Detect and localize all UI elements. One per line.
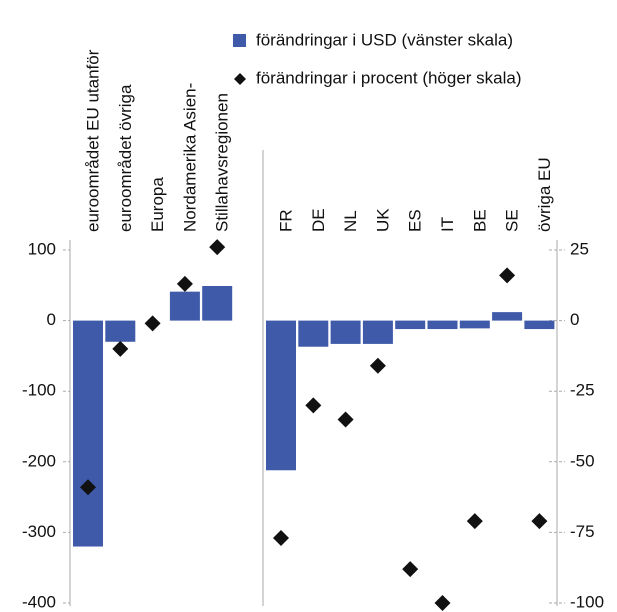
y-tick-label: 100 [28,239,56,258]
bar [105,320,136,342]
diamond-marker [305,397,322,414]
bar [202,286,233,321]
bar [427,320,458,330]
diamond-marker [531,513,548,530]
x-tick-label: FR [276,209,295,232]
diamond-marker [402,561,419,578]
bar [492,312,523,321]
x-tick-label: BE [470,209,489,232]
y2-tick-label: -25 [570,381,595,400]
x-tick-label: IT [438,217,457,232]
diamond-marker [273,530,289,547]
diamond-marker [112,340,129,357]
bar [169,291,200,321]
y2-tick-label: -100 [570,592,604,611]
bar [298,320,329,347]
x-tick-label: DE [309,208,328,232]
bar [73,320,103,547]
bar [524,320,555,330]
x-tick-label: övriga EU [535,157,554,232]
legend-label: förändringar i procent (höger skala) [256,68,522,87]
y2-tick-label: 25 [570,239,589,258]
y2-tick-label: -50 [570,451,595,470]
bar [266,320,296,471]
y-tick-label: -300 [22,522,56,541]
legend-swatch [234,73,246,85]
y-tick-label: -200 [22,451,56,470]
y-tick-label: -400 [22,592,56,611]
diamond-marker [80,479,96,496]
x-tick-label: SE [503,209,522,232]
x-tick-label: euroområdet EU utanför [83,49,102,232]
diamond-marker [369,357,386,374]
diamond-marker [209,239,226,256]
x-tick-label: Europa [148,177,167,232]
x-tick-label: Stillahavsregionen [213,93,232,232]
bar [395,320,426,330]
y2-tick-label: -75 [570,522,595,541]
x-tick-label: UK [373,208,392,232]
bar [459,320,490,329]
x-tick-label: NL [341,210,360,232]
diamond-marker [466,513,483,530]
diamond-marker [499,267,516,284]
diamond-marker [434,595,451,611]
x-tick-label: Nordamerika Asien- [180,83,199,232]
diamond-marker [337,411,354,428]
y2-tick-label: 0 [570,310,579,329]
diamond-marker [176,275,193,292]
legend-label: förändringar i USD (vänster skala) [256,30,513,49]
diamond-marker [144,315,161,332]
x-tick-label: euroområdet övriga [116,84,135,232]
bar [330,320,361,344]
y-tick-label: -100 [22,381,56,400]
x-tick-label: ES [406,209,425,232]
bar [362,320,393,344]
y-tick-label: 0 [47,310,56,329]
legend-swatch [233,34,246,47]
